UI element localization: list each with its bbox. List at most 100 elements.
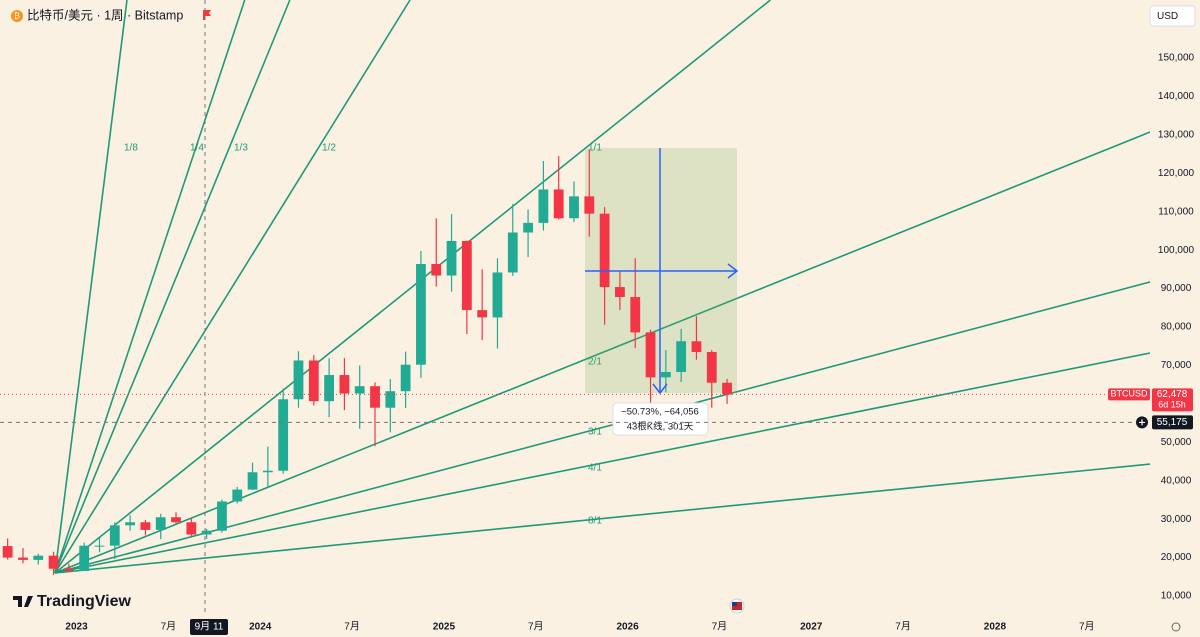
currency[interactable]: USD bbox=[1157, 11, 1178, 22]
x-tick-label: 2024 bbox=[249, 622, 272, 633]
candle-body bbox=[278, 399, 289, 471]
fan-label: 1/3 bbox=[234, 143, 248, 154]
candle-body bbox=[232, 489, 243, 502]
candle-body bbox=[370, 386, 380, 408]
symbol-tag bbox=[1108, 388, 1150, 401]
fan-line bbox=[54, 0, 128, 574]
candle-body bbox=[660, 371, 671, 378]
fan-label: 1/1 bbox=[588, 143, 602, 154]
countdown: 6d 15h bbox=[1158, 400, 1186, 410]
measure-text: 43根K线, 301天 bbox=[627, 421, 694, 433]
flag-icon bbox=[203, 10, 211, 20]
candle-body bbox=[48, 555, 59, 569]
y-tick-label: 90,000 bbox=[1161, 283, 1192, 294]
candle-body bbox=[18, 557, 28, 560]
y-tick-label: 70,000 bbox=[1161, 360, 1192, 371]
x-tick-label: 2028 bbox=[984, 622, 1007, 633]
candle-body bbox=[492, 272, 503, 318]
candle-body bbox=[630, 297, 641, 333]
candle-body bbox=[569, 196, 579, 219]
candle-body bbox=[2, 546, 13, 558]
candle-body bbox=[308, 360, 319, 402]
x-tick-label: 2025 bbox=[433, 622, 456, 633]
candle-body bbox=[247, 472, 258, 490]
y-tick-label: 100,000 bbox=[1158, 245, 1195, 256]
candle-body bbox=[155, 517, 166, 530]
candle-body bbox=[79, 545, 90, 572]
candle-body bbox=[339, 375, 350, 394]
chart-title: 比特币/美元 · 1周 · Bitstamp bbox=[27, 7, 183, 22]
candle-body bbox=[217, 501, 227, 531]
crosshair-x-tag bbox=[190, 619, 228, 635]
fan-label: 8/1 bbox=[588, 516, 602, 527]
candle-body bbox=[722, 382, 732, 395]
candle-body bbox=[523, 222, 533, 233]
fan-label: 4/1 bbox=[588, 463, 602, 474]
crosshair-y-label: 55,175 bbox=[1157, 417, 1188, 428]
candle-body bbox=[507, 232, 518, 273]
candle-body bbox=[676, 341, 687, 372]
fan-line bbox=[54, 0, 411, 574]
crosshair-y-tag bbox=[1152, 415, 1193, 430]
measure-tooltip bbox=[612, 402, 709, 436]
candle-body bbox=[262, 470, 273, 473]
y-tick-label: 110,000 bbox=[1158, 206, 1194, 217]
x-tick-label: 7月 bbox=[895, 621, 911, 633]
add-plus bbox=[1139, 419, 1145, 426]
y-tick-label: 140,000 bbox=[1158, 91, 1195, 102]
fan-line bbox=[54, 463, 1151, 574]
x-tick-label: 2027 bbox=[800, 622, 823, 633]
x-tick-label: 7月 bbox=[528, 621, 544, 633]
candle-body bbox=[461, 240, 472, 311]
candle-body bbox=[140, 522, 151, 530]
settings-icon[interactable] bbox=[1171, 622, 1181, 632]
symbol-label: BTCUSD bbox=[1110, 389, 1148, 399]
fan-line bbox=[54, 281, 1151, 574]
candle-body bbox=[691, 341, 702, 352]
candle-body bbox=[186, 522, 197, 535]
fan-line bbox=[54, 0, 291, 574]
candle-body bbox=[446, 240, 457, 276]
candle-body bbox=[324, 375, 334, 402]
fan-line bbox=[54, 352, 1151, 574]
measure-h-head bbox=[727, 263, 739, 279]
measure-text: −50.73%, −64,056 bbox=[621, 407, 699, 418]
candle-body bbox=[171, 517, 181, 523]
candle-body bbox=[416, 264, 426, 365]
candle-body bbox=[584, 196, 595, 214]
measure-v-head bbox=[652, 383, 668, 395]
y-tick-label: 80,000 bbox=[1161, 322, 1192, 333]
event-flag bbox=[729, 598, 745, 614]
fan-label: 1/8 bbox=[124, 143, 138, 154]
candle-body bbox=[706, 352, 717, 383]
candle-body bbox=[615, 287, 625, 298]
candle-body bbox=[201, 530, 212, 535]
logo-mark bbox=[13, 596, 33, 607]
fan-label: 3/1 bbox=[588, 427, 602, 438]
x-tick-label: 7月 bbox=[161, 621, 177, 633]
currency-box[interactable] bbox=[1149, 5, 1196, 27]
y-tick-label: 150,000 bbox=[1158, 53, 1195, 64]
candle-body bbox=[477, 310, 488, 318]
price-label: 62,478 bbox=[1157, 389, 1188, 400]
x-tick-label: 2023 bbox=[65, 622, 88, 633]
candle-body bbox=[645, 332, 656, 378]
fan-label: 2/1 bbox=[588, 357, 602, 368]
header: ₿ 比特币/美元 · 1周 · Bitstamp USD bbox=[11, 5, 1196, 27]
candle-body bbox=[400, 364, 411, 392]
fan-line bbox=[54, 0, 246, 574]
candle-body bbox=[33, 555, 44, 560]
y-tick-label: 50,000 bbox=[1161, 437, 1192, 448]
candle-body bbox=[599, 213, 610, 288]
x-tick-label: 7月 bbox=[344, 621, 360, 633]
fan-line bbox=[54, 0, 771, 574]
candle-body bbox=[553, 189, 564, 219]
candle-body bbox=[63, 568, 74, 572]
crosshair-x-label: 9月 11 bbox=[195, 621, 224, 633]
x-tick-label: 2026 bbox=[616, 622, 639, 633]
price-tag bbox=[1152, 388, 1193, 412]
candle-body bbox=[94, 545, 105, 547]
coin-symbol: ₿ bbox=[14, 12, 20, 21]
y-tick-label: 20,000 bbox=[1161, 552, 1192, 563]
